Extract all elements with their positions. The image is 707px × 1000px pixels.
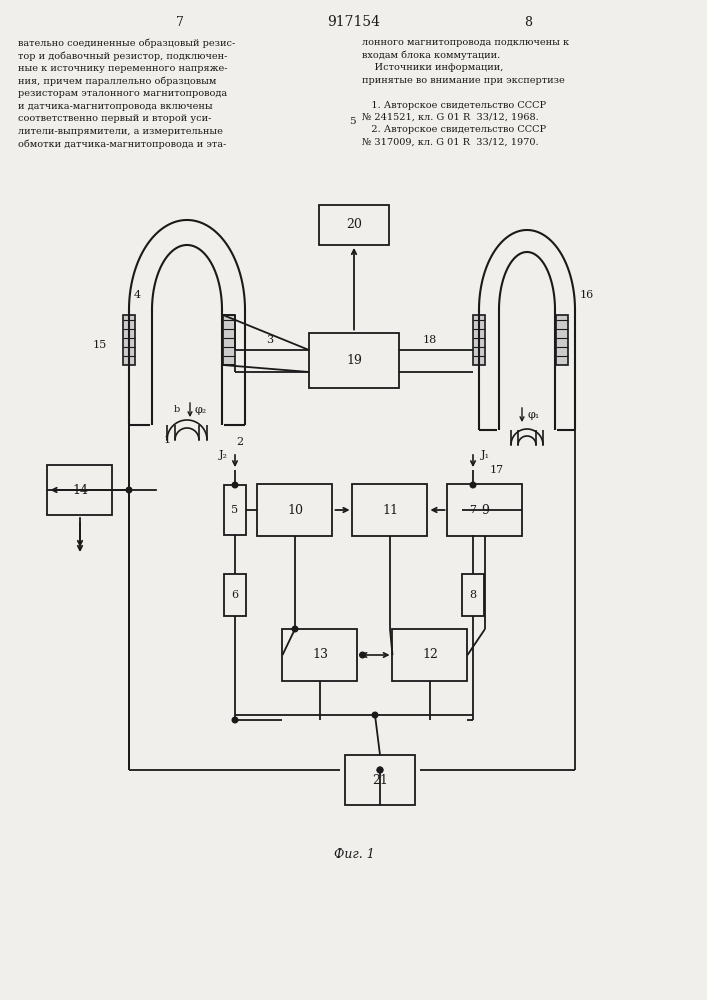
Text: 13: 13 (312, 648, 328, 662)
Text: лонного магнитопровода подключены к
входам блока коммутации.
    Источники инфор: лонного магнитопровода подключены к вход… (362, 38, 569, 147)
Bar (462, 485, 484, 535)
Bar (257, 484, 332, 536)
Circle shape (378, 767, 382, 773)
Bar (448, 484, 522, 536)
Circle shape (372, 712, 378, 718)
Circle shape (360, 652, 366, 658)
Text: 10: 10 (287, 504, 303, 516)
Text: 15: 15 (93, 340, 107, 350)
Text: 917154: 917154 (327, 15, 380, 29)
Circle shape (232, 482, 238, 488)
Text: b: b (174, 406, 180, 414)
Circle shape (232, 717, 238, 723)
Text: 3: 3 (267, 335, 274, 345)
Circle shape (470, 482, 476, 488)
Circle shape (127, 487, 132, 493)
Text: 9: 9 (481, 504, 489, 516)
Text: 21: 21 (372, 774, 388, 786)
Text: 1: 1 (163, 435, 170, 445)
Text: φ₁: φ₁ (528, 410, 540, 420)
Text: 5: 5 (349, 117, 356, 126)
Text: 7: 7 (469, 505, 477, 515)
Text: вательно соединенные образцовый резис-
тор и добавочный резистор, подключен-
ные: вательно соединенные образцовый резис- т… (18, 38, 235, 149)
Text: 5: 5 (231, 505, 238, 515)
Text: 12: 12 (422, 648, 438, 662)
Bar (392, 629, 467, 681)
Text: J₂: J₂ (218, 450, 228, 460)
Text: 14: 14 (72, 484, 88, 496)
Bar (353, 484, 428, 536)
Bar (473, 315, 485, 365)
Text: 4: 4 (134, 290, 141, 300)
Text: 19: 19 (346, 354, 362, 366)
Text: 18: 18 (423, 335, 437, 345)
Bar (283, 629, 358, 681)
Text: φ₂: φ₂ (195, 405, 207, 415)
Bar (462, 574, 484, 616)
Text: Фиг. 1: Фиг. 1 (334, 848, 375, 861)
Text: 8: 8 (469, 590, 477, 600)
Bar (47, 465, 112, 515)
Bar (224, 485, 246, 535)
Text: 16: 16 (580, 290, 594, 300)
Text: 6: 6 (231, 590, 238, 600)
Bar (556, 315, 568, 365)
Text: 17: 17 (490, 465, 504, 475)
Text: 2: 2 (236, 437, 244, 447)
Circle shape (292, 626, 298, 632)
Text: 11: 11 (382, 504, 398, 516)
Bar (345, 755, 415, 805)
Text: 8: 8 (524, 15, 532, 28)
Text: 7: 7 (176, 15, 184, 28)
Text: 20: 20 (346, 219, 362, 232)
Bar (224, 574, 246, 616)
Bar (123, 315, 135, 365)
Text: J₁: J₁ (481, 450, 489, 460)
Circle shape (378, 767, 382, 773)
Bar (223, 315, 235, 365)
Bar (309, 332, 399, 387)
Bar (319, 205, 389, 245)
